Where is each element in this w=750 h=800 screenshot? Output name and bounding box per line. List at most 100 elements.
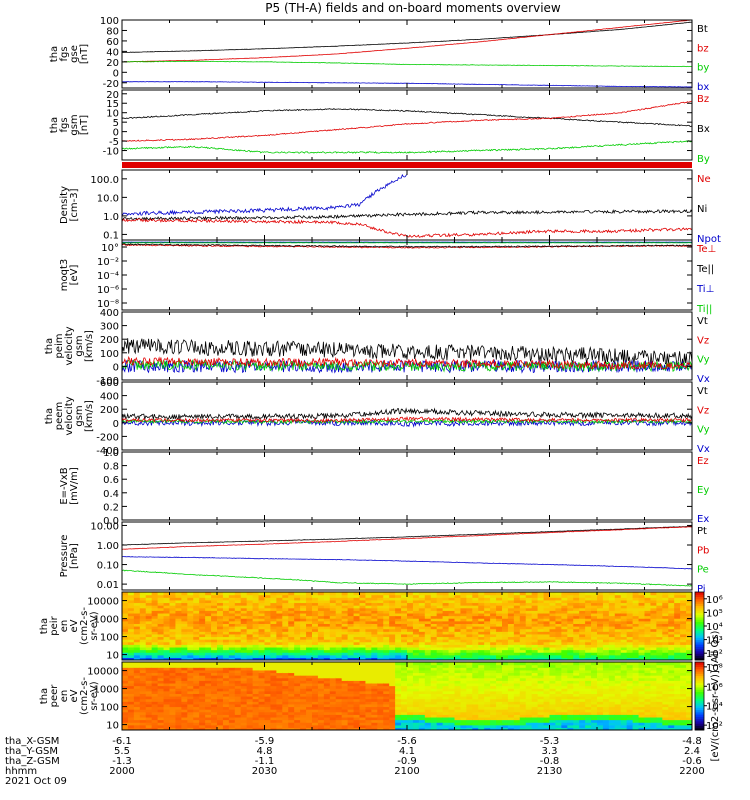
colorbar: 10⁶ 10⁵ 10⁴ 10³ 10² [694,591,723,661]
y-label-line: [km/s] [84,330,95,362]
y-label-line: Pressure [59,535,70,578]
legend: Te⊥ Te|| Ti⊥ Ti|| [696,244,716,315]
y-tick-label: -20 [103,79,119,90]
legend-label: Ez [697,456,709,467]
y-label-line: peim [54,333,65,358]
y-label-line: eV [69,689,80,702]
legend-label: Pb [697,545,709,556]
trace-Bx [122,107,692,127]
axis-value: -0.6 [682,756,702,767]
colorbar-label: [eV/(cm2-s-sr-eV)] (All Qs) [710,630,721,761]
y-axis-label: tha fgs gse [nT] [49,44,90,64]
legend: Vt Vz Vy Vx [697,316,710,385]
spectrogram [122,662,692,730]
axis-value: 5.5 [114,746,130,757]
legend: Pt Pb Pe Pi [697,526,709,595]
y-label-line: en [59,620,70,633]
panel-7: Ez Ey Ex 1.0 0.8 0.6 0.4 0.2 0.0 E=-VxB [mV/m] [59,448,709,527]
y-label-line: [km/s] [84,400,95,432]
y-label-line: tha [39,688,50,704]
legend-label: Npot [697,234,721,245]
y-tick-label: 0 [113,68,119,79]
y-tick-label: 0 [113,128,119,139]
legend: Bt bz by bx [697,24,709,93]
y-tick-label: 0.2 [103,502,119,513]
axis-value: 2030 [252,766,277,777]
y-tick-label: 20 [106,58,119,69]
y-tick-label: 5 [113,118,119,129]
y-label-line: tha [44,338,55,354]
panel-3: Ne Ni Npot 100.0 10.0 1.0 0.1 Density [cm-3] [59,169,721,245]
x-ticks [121,452,693,520]
panel-frame [121,169,693,241]
axis-value: -5.6 [397,736,417,747]
colorbar-tick-label: 10⁵ [706,608,723,619]
trace-Te|| [122,243,692,248]
panel-8: Pt Pb Pe Pi 10.00 1.00 0.10 0.01 Pressure [nPa] [59,521,709,595]
legend-label: Vy [697,355,710,366]
y-label-line: sr-eV) [89,611,100,640]
y-tick-label: -10 [103,147,119,158]
x-ticks [121,662,693,730]
legend-label: Vx [697,374,710,385]
panel-frame [121,451,693,521]
legend-label: bx [697,82,709,93]
y-tick-label: -400 [96,446,119,457]
axis-value: -1.1 [255,756,275,767]
y-label-line: tha [49,46,60,62]
y-tick-label: -200 [96,432,119,443]
legend-label: Ey [697,485,709,496]
y-tick-label: 20 [106,90,119,101]
trace-Ni [122,208,692,221]
trace-Pb [122,526,692,550]
x-ticks [121,522,693,590]
traces [122,20,692,88]
panel-10: 10⁸ 10⁶ 10⁴ 10² 10000 1000 100 10 tha peer en eV (cm… [39,661,723,732]
y-tick-label: 200 [100,405,119,416]
y-label-line: gsm [74,335,85,356]
trace-Bz [122,100,692,142]
y-ticks: 10000 1000 100 10 [87,667,692,732]
x-ticks [121,592,693,660]
trace-Vz [122,415,692,424]
y-label-line: eV [69,619,80,632]
y-tick-label: 100 [100,703,119,714]
axis-row-label: hhmm [5,766,37,777]
colorbar-tick-label: 10² [706,721,723,732]
legend-label: By [697,154,710,165]
trace-Vz [122,355,692,371]
x-ticks [121,382,693,450]
y-tick-label: 1000 [94,685,119,696]
y-tick-label: 10 [106,651,119,662]
legend: Bz Bx By [697,94,710,165]
trace-Ne [122,217,692,238]
y-label-line: gse [69,45,80,63]
y-label-line: Density [59,186,70,224]
x-ticks [121,170,693,240]
y-tick-label: 0.01 [97,580,119,591]
trace-bz [122,20,692,63]
trace-Pi [122,556,692,570]
y-tick-label: 0 [113,419,119,430]
y-ticks: 100.0 10.0 1.0 0.1 [90,175,692,241]
axis-value: 2100 [394,766,419,777]
y-tick-label: 80 [106,26,119,37]
y-axis-label: tha peem velocity gsm [km/s] [44,396,95,435]
legend-label: Bt [697,24,708,35]
y-label-line: (cm2-s- [79,607,90,645]
y-label-line: moqt3 [59,259,70,292]
y-tick-label: 600 [100,378,119,389]
y-axis-label: Density [cm-3] [59,186,80,224]
y-label-line: en [59,690,70,703]
y-label-line: (cm2-s- [79,677,90,715]
trace-Pe [122,569,692,587]
spectrogram [122,592,692,660]
traces [122,407,692,428]
y-tick-label: 10000 [87,667,119,678]
y-label-line: tha [49,117,60,133]
axis-value: -1.3 [112,756,132,767]
y-tick-label: 0.1 [103,230,119,241]
y-label-line: peer [49,684,60,708]
trace-Npot [122,173,408,217]
